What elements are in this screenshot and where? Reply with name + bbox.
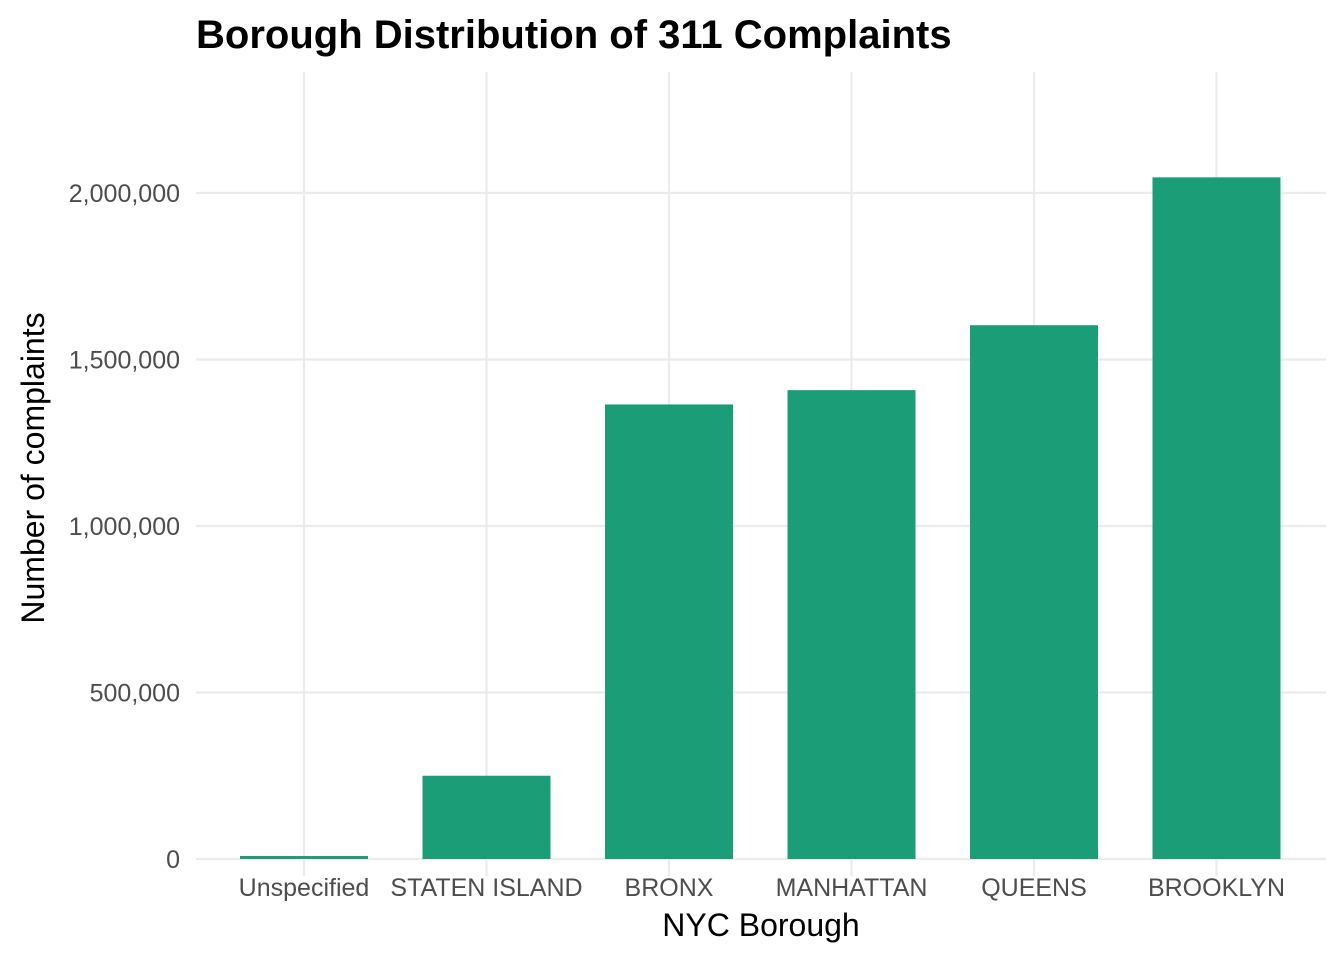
y-axis-title: Number of complaints [15,312,51,623]
bar-queens [970,325,1098,859]
bar-bronx [605,404,733,859]
x-tick-label: QUEENS [981,874,1087,902]
y-tick-label: 1,000,000 [69,513,180,541]
y-tick-label: 0 [166,846,180,874]
x-axis-title: NYC Borough [662,907,859,943]
y-tick-label: 2,000,000 [69,180,180,208]
bar-unspecified [240,856,368,859]
x-tick-label: MANHATTAN [776,874,928,902]
x-tick-label: BROOKLYN [1148,874,1285,902]
x-tick-label: Unspecified [239,874,370,902]
x-tick-label: BRONX [625,874,714,902]
x-tick-labels: Unspecified STATEN ISLAND BRONX MANHATTAN QU… [239,874,1285,902]
bar-brooklyn [1152,177,1281,859]
chart-title: Borough Distribution of 311 Complaints [196,13,952,57]
x-tick-label: STATEN ISLAND [390,874,582,902]
y-tick-labels: 0 500,000 1,000,000 1,500,000 2,000,000 [69,180,180,874]
bar-manhattan [787,390,916,859]
bar-staten-island [422,775,551,859]
y-tick-label: 1,500,000 [69,347,180,375]
y-tick-label: 500,000 [90,680,180,708]
bars [240,177,1281,859]
